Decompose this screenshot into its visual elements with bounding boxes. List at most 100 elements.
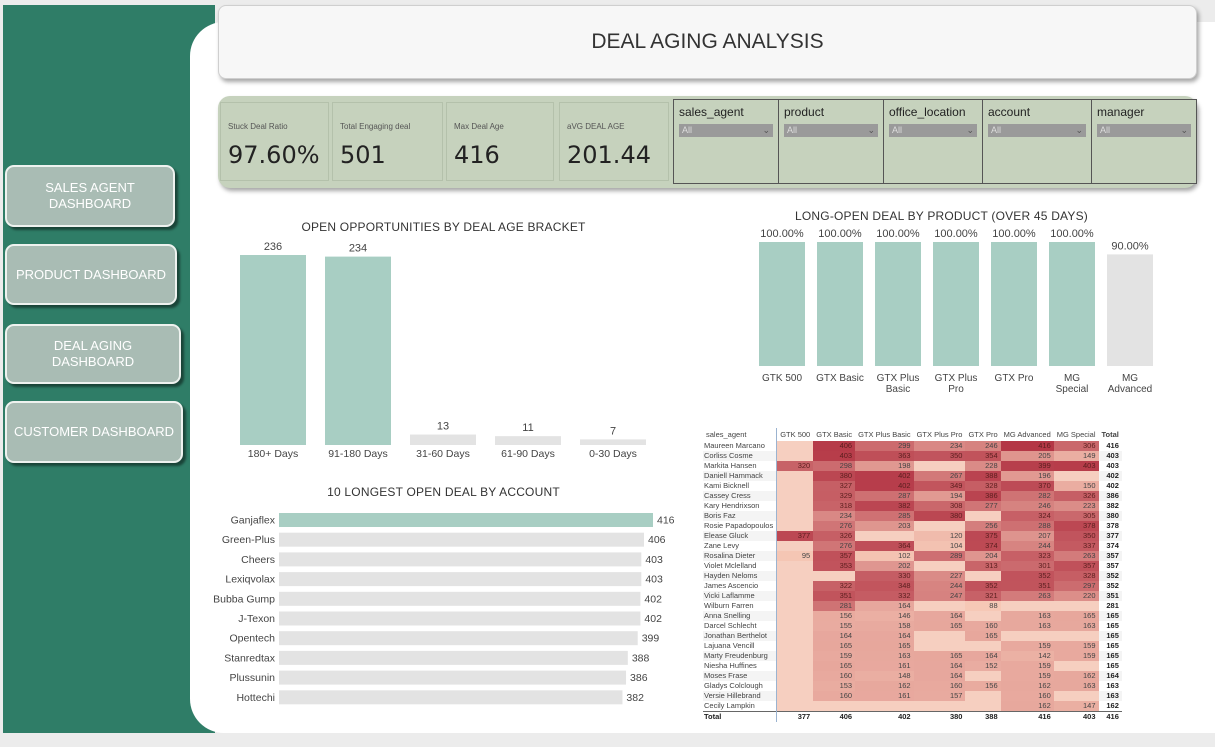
table-row[interactable]: Hayden Neloms 330 227 352 328 352 bbox=[703, 571, 1122, 581]
table-row[interactable]: Cecily Lampkin 162 147 162 bbox=[703, 701, 1122, 712]
table-row[interactable]: Boris Faz 234 285 380 324 305 380 bbox=[703, 511, 1122, 521]
table-row[interactable]: Anna Snelling 156 146 164 163 165 165 bbox=[703, 611, 1122, 621]
bar[interactable] bbox=[580, 439, 646, 445]
bar[interactable] bbox=[875, 242, 921, 366]
value-cell: 223 bbox=[1053, 501, 1099, 511]
value-cell bbox=[776, 591, 814, 601]
bar[interactable] bbox=[279, 513, 653, 527]
sales-agent-dashboard-button[interactable]: SALES AGENT DASHBOARD bbox=[5, 165, 175, 227]
value-cell: 244 bbox=[913, 581, 966, 591]
agent-name-cell: Maureen Marcano bbox=[704, 441, 765, 450]
column-header[interactable]: sales_agent bbox=[706, 430, 747, 439]
category-label: GTX Plus bbox=[935, 373, 978, 384]
bar[interactable] bbox=[279, 611, 641, 626]
bar[interactable] bbox=[279, 670, 627, 685]
table-row[interactable]: Rosalina Dieter 95 357 102 289 204 323 263 357 bbox=[703, 551, 1122, 561]
total-cell: 374 bbox=[1106, 541, 1119, 550]
column-header[interactable]: GTX Plus Basic bbox=[858, 430, 911, 439]
value-cell: 354 bbox=[965, 451, 1001, 461]
bar[interactable] bbox=[279, 572, 642, 587]
table-row[interactable]: Kami Bicknell 327 402 349 328 370 150 402 bbox=[703, 481, 1122, 491]
table-row[interactable]: Jonathan Berthelot 164 164 165 165 bbox=[703, 631, 1122, 641]
data-label: 13 bbox=[437, 421, 449, 433]
table-row[interactable]: Kary Hendrixson 318 382 308 277 246 223 382 bbox=[703, 501, 1122, 511]
bar[interactable] bbox=[817, 242, 863, 366]
column-header[interactable]: MG Special bbox=[1056, 430, 1096, 439]
manager-dropdown[interactable]: All ⌄ bbox=[1097, 124, 1191, 137]
column-header[interactable]: GTX Basic bbox=[816, 430, 853, 439]
column-header[interactable]: GTK 500 bbox=[776, 428, 814, 441]
table-row[interactable]: James Ascencio 322 348 244 352 351 297 352 bbox=[703, 581, 1122, 591]
table-row[interactable]: Violet Mclelland 353 202 313 301 357 357 bbox=[703, 561, 1122, 571]
office-location-dropdown[interactable]: All ⌄ bbox=[889, 124, 977, 137]
customer-dashboard-button[interactable]: CUSTOMER DASHBOARD bbox=[5, 401, 183, 463]
value-cell bbox=[776, 671, 814, 681]
sales-agent-dropdown[interactable]: All ⌄ bbox=[679, 124, 773, 137]
agent-name-cell: James Ascencio bbox=[704, 581, 759, 590]
table-row[interactable]: Zane Levy 276 364 104 374 244 337 374 bbox=[703, 541, 1122, 551]
category-label: Green-Plus bbox=[222, 534, 275, 546]
bar[interactable] bbox=[279, 532, 645, 547]
table-row[interactable]: Vicki Laflamme 351 332 247 321 263 220 351 bbox=[703, 591, 1122, 601]
category-label: GTK 500 bbox=[762, 373, 802, 384]
value-cell: 163 bbox=[855, 651, 914, 661]
table-row[interactable]: Lajuana Vencill 165 165 159 159 165 bbox=[703, 641, 1122, 651]
table-row[interactable]: Darcel Schlecht 155 158 165 160 163 163 165 bbox=[703, 621, 1122, 631]
bar[interactable] bbox=[495, 436, 561, 445]
agent-name-cell: Moses Frase bbox=[704, 671, 748, 680]
bar[interactable] bbox=[279, 631, 638, 646]
account-dropdown[interactable]: All ⌄ bbox=[988, 124, 1086, 137]
value-cell bbox=[776, 681, 814, 691]
table-row[interactable]: Marty Freudenburg 159 163 165 164 142 159 165 bbox=[703, 651, 1122, 661]
table-row[interactable]: Markita Hansen 320 298 198 228 399 403 403 bbox=[703, 461, 1122, 471]
bar[interactable] bbox=[1049, 242, 1095, 366]
bar[interactable] bbox=[279, 690, 623, 705]
kpi-label: aVG DEAL AGE bbox=[567, 122, 625, 131]
bar[interactable] bbox=[933, 242, 979, 366]
product-dropdown[interactable]: All ⌄ bbox=[784, 124, 878, 137]
bar[interactable] bbox=[410, 434, 476, 445]
bar[interactable] bbox=[991, 242, 1037, 366]
value-cell: 162 bbox=[855, 681, 914, 691]
value-cell: 102 bbox=[855, 551, 914, 561]
value-cell: 267 bbox=[913, 471, 966, 481]
kpi-card-max-deal-age: Max Deal Age 416 bbox=[446, 102, 554, 181]
value-cell: 234 bbox=[913, 441, 966, 451]
column-header[interactable]: Total bbox=[1101, 430, 1119, 439]
table-row[interactable]: Wilburn Farren 281 164 88 281 bbox=[703, 601, 1122, 611]
table-row[interactable]: Maureen Marcano 406 299 234 246 416 306 416 bbox=[703, 441, 1122, 451]
value-cell: 244 bbox=[1000, 541, 1054, 551]
table-row[interactable]: Corliss Cosme 403 363 350 354 205 149 403 bbox=[703, 451, 1122, 461]
table-row[interactable]: Cassey Cress 329 287 194 386 282 326 386 bbox=[703, 491, 1122, 501]
value-cell: 147 bbox=[1053, 701, 1099, 712]
column-header[interactable]: MG Advanced bbox=[1003, 430, 1051, 439]
value-cell: 263 bbox=[1053, 551, 1099, 561]
value-cell bbox=[855, 701, 914, 712]
kpi-value: 97.60% bbox=[228, 141, 320, 169]
table-row[interactable]: Rosie Papadopoulos 276 203 256 288 378 378 bbox=[703, 521, 1122, 531]
total-value: 388 bbox=[965, 711, 1001, 722]
bar[interactable] bbox=[279, 552, 642, 567]
table-row[interactable]: Versie Hillebrand 160 161 157 160 163 bbox=[703, 691, 1122, 701]
table-row[interactable]: Moses Frase 160 148 164 159 162 164 bbox=[703, 671, 1122, 681]
value-cell bbox=[1053, 631, 1099, 641]
bar[interactable] bbox=[1107, 254, 1153, 366]
total-cell: 352 bbox=[1106, 581, 1119, 590]
kpi-label: Total Engaging deal bbox=[340, 122, 411, 131]
deal-aging-dashboard-button[interactable]: DEAL AGING DASHBOARD bbox=[5, 324, 181, 384]
data-label: 403 bbox=[645, 574, 663, 586]
bar[interactable] bbox=[759, 242, 805, 366]
column-header[interactable]: GTX Pro bbox=[968, 430, 998, 439]
value-cell: 328 bbox=[1053, 571, 1099, 581]
product-dashboard-button[interactable]: PRODUCT DASHBOARD bbox=[5, 244, 177, 305]
table-row[interactable]: Daniell Hammack 380 402 267 388 196 402 bbox=[703, 471, 1122, 481]
bar[interactable] bbox=[279, 650, 628, 665]
table-row[interactable]: Gladys Colclough 153 162 160 156 162 163 163 bbox=[703, 681, 1122, 691]
table-row[interactable]: Niesha Huffines 165 161 164 152 159 165 bbox=[703, 661, 1122, 671]
bar[interactable] bbox=[240, 255, 306, 445]
bar[interactable] bbox=[325, 256, 391, 445]
table-row[interactable]: Elease Gluck 377 326 120 375 207 350 377 bbox=[703, 531, 1122, 541]
agent-name-cell: Rosalina Dieter bbox=[704, 551, 756, 560]
column-header[interactable]: GTX Plus Pro bbox=[916, 430, 963, 439]
bar[interactable] bbox=[279, 591, 641, 606]
